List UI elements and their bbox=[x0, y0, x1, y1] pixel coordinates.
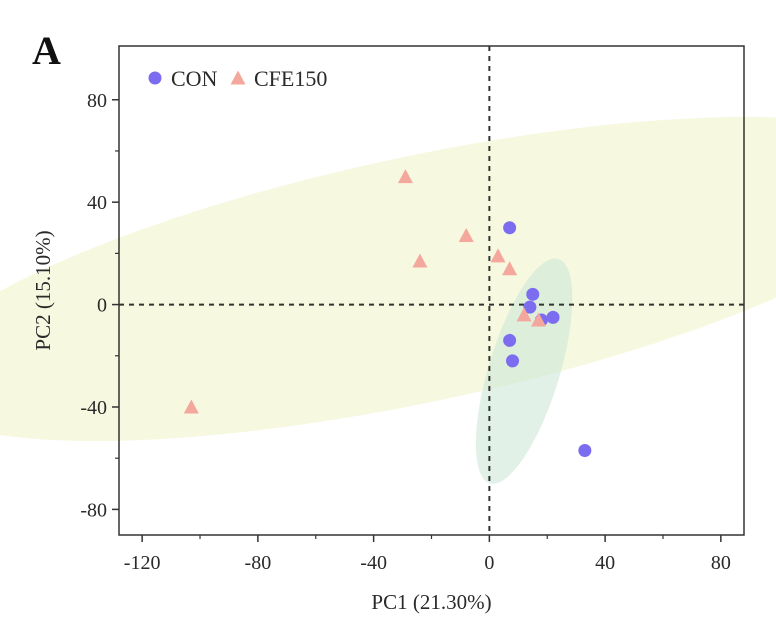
y-tick-label: 0 bbox=[97, 295, 107, 317]
x-tick-label: 40 bbox=[595, 552, 615, 574]
y-tick-label: 40 bbox=[87, 192, 107, 214]
cfe150-point bbox=[412, 253, 428, 268]
cfe150-point bbox=[502, 261, 518, 276]
cfe150-point bbox=[397, 169, 413, 184]
legend: CON CFE150 bbox=[148, 66, 327, 91]
y-tick-label: -40 bbox=[80, 397, 107, 419]
con-point bbox=[503, 333, 517, 347]
panel-label: A bbox=[32, 28, 61, 73]
y-tick-label: -80 bbox=[80, 499, 107, 521]
x-tick-label: 0 bbox=[484, 552, 494, 574]
cfe150-point bbox=[458, 227, 474, 242]
con-point bbox=[506, 354, 520, 368]
legend-marker-con bbox=[148, 71, 162, 85]
cfe150-point bbox=[183, 399, 199, 414]
cfe150-point bbox=[516, 307, 532, 322]
ellipse-cfe150 bbox=[0, 116, 776, 442]
cfe150-point bbox=[531, 312, 547, 327]
y-axis-title: PC2 (15.10%) bbox=[31, 230, 55, 350]
x-tick-label: -120 bbox=[124, 552, 161, 574]
reference-lines bbox=[119, 46, 744, 535]
x-axis-title: PC1 (21.30%) bbox=[371, 590, 491, 614]
confidence-ellipses bbox=[0, 116, 776, 484]
x-tick-label: 80 bbox=[711, 552, 731, 574]
y-axis: -80 -40 0 40 80 bbox=[80, 90, 119, 521]
x-tick-label: -40 bbox=[360, 552, 387, 574]
con-point bbox=[578, 444, 592, 458]
legend-label-cfe150: CFE150 bbox=[254, 66, 327, 91]
con-point bbox=[546, 310, 560, 324]
cfe150-point bbox=[490, 248, 506, 263]
y-tick-label: 80 bbox=[87, 90, 107, 112]
x-tick-label: -80 bbox=[245, 552, 272, 574]
con-point bbox=[503, 221, 517, 235]
legend-label-con: CON bbox=[171, 66, 218, 91]
data-points bbox=[183, 169, 592, 458]
legend-marker-cfe150 bbox=[230, 70, 246, 85]
x-axis: -120 -80 -40 0 40 80 bbox=[124, 535, 731, 574]
con-point bbox=[523, 300, 537, 314]
con-point bbox=[526, 287, 540, 301]
